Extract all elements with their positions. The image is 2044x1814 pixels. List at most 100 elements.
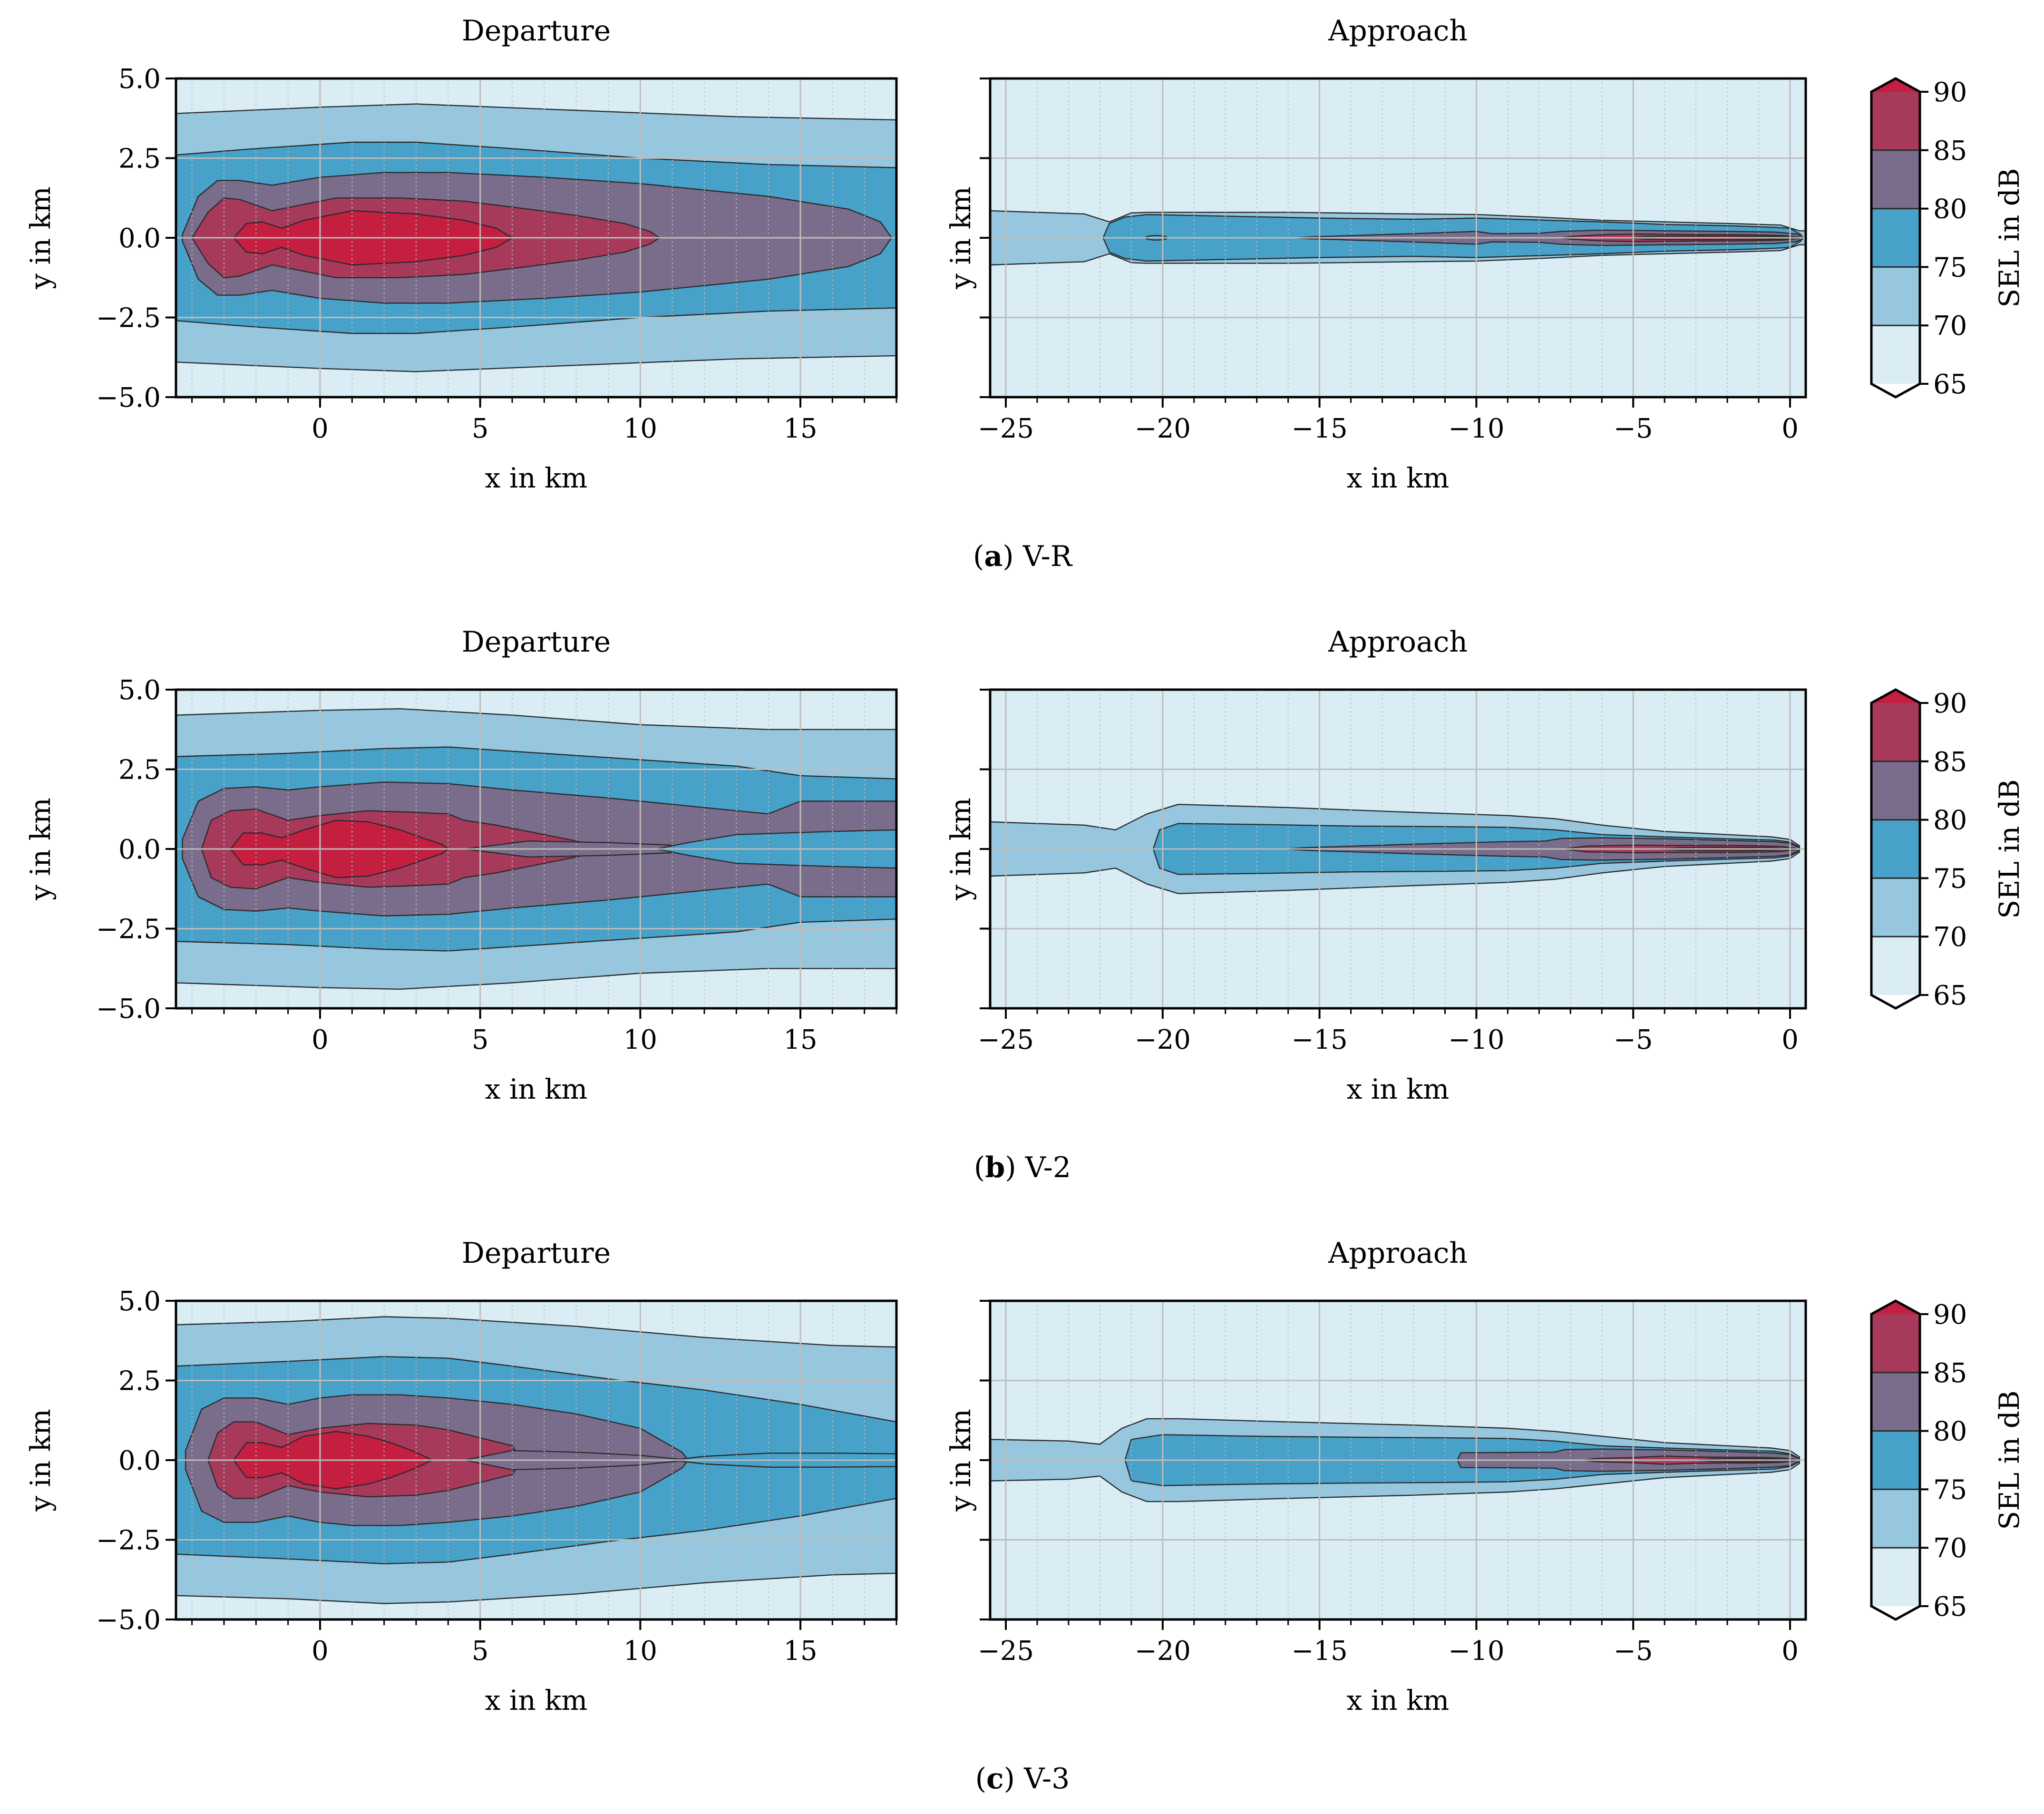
y-tick-label: 5.0 (118, 675, 161, 706)
subplot-b-departure-panel: 0 5 10 15 5.0 2.5 0.0 −2.5 −5.0 Departure x in km y… (24, 625, 898, 1105)
y-axis-label: y in km (24, 1409, 57, 1512)
caption-letter: b (985, 1151, 1005, 1184)
caption-label: V-2 (1016, 1151, 1071, 1184)
x-tick-label: 0 (311, 1024, 329, 1055)
colorbar-segment-80 (1871, 150, 1920, 209)
colorbar-segment-65 (1871, 325, 1920, 384)
x-tick-label: 5 (472, 1636, 489, 1667)
x-tick-label: −15 (1292, 1024, 1348, 1055)
colorbar-tick-label: 65 (1933, 369, 1967, 400)
colorbar-tick-label: 75 (1933, 252, 1967, 283)
colorbar-tick-label: 90 (1933, 688, 1967, 719)
colorbar-tick-label: 70 (1933, 311, 1967, 341)
y-tick-label: 0.0 (118, 223, 161, 254)
colorbar-tick-label: 70 (1933, 1533, 1967, 1564)
subplot-caption: (b) V-2 (974, 1151, 1071, 1184)
y-tick-label: −2.5 (96, 914, 161, 945)
caption-letter: c (986, 1762, 1004, 1795)
y-tick-label: 0.0 (118, 834, 161, 865)
colorbar-segment-85 (1871, 703, 1920, 761)
x-tick-label: 5 (472, 1024, 489, 1055)
x-tick-label: −25 (978, 413, 1034, 444)
colorbar-segment-70 (1871, 1489, 1920, 1548)
x-tick-label: −10 (1448, 1024, 1504, 1055)
x-axis-label: x in km (1347, 1073, 1450, 1105)
colorbar-tick-label: 75 (1933, 863, 1967, 894)
y-tick-label: 2.5 (118, 755, 161, 786)
x-tick-label: 5 (472, 413, 489, 444)
y-tick-label: 0.0 (118, 1445, 161, 1476)
x-tick-label: 15 (783, 1636, 817, 1667)
subplot-c-departure-panel: 0 5 10 15 5.0 2.5 0.0 −2.5 −5.0 Departure x in km y… (24, 1237, 898, 1716)
x-tick-label: −5 (1614, 1636, 1653, 1667)
y-tick-label: −5.0 (96, 994, 161, 1024)
y-axis-label: y in km (944, 186, 977, 290)
x-tick-label: 0 (1781, 1024, 1799, 1055)
y-tick-label: 5.0 (118, 64, 161, 95)
colorbar-tick-label: 80 (1933, 194, 1967, 225)
colorbar-tick-label: 75 (1933, 1474, 1967, 1505)
x-axis-label: x in km (1347, 1684, 1450, 1716)
colorbar-tick-label: 85 (1933, 1358, 1967, 1389)
y-axis-label: y in km (24, 186, 57, 290)
colorbar-extend-min (1871, 1606, 1920, 1619)
panel-title: Approach (1328, 14, 1468, 48)
y-axis-label: y in km (944, 798, 977, 901)
colorbar-segment-80 (1871, 761, 1920, 820)
colorbar-label: SEL in dB (1993, 779, 2025, 918)
panel-title: Departure (462, 625, 611, 659)
y-tick-label: 2.5 (118, 1366, 161, 1397)
colorbar-tick-label: 85 (1933, 747, 1967, 778)
colorbar-tick-label: 80 (1933, 805, 1967, 836)
subplot-b-approach-panel: −25 −20 −15 −10 −5 0 Approach x in km y in km (944, 625, 1807, 1105)
x-tick-label: −5 (1614, 413, 1653, 444)
x-tick-label: 10 (623, 413, 657, 444)
colorbar-segment-85 (1871, 92, 1920, 150)
colorbar-label: SEL in dB (1993, 1390, 2025, 1530)
x-axis-label: x in km (485, 462, 588, 494)
colorbar-extend-max (1871, 1301, 1920, 1314)
colorbar-segment-75 (1871, 819, 1920, 878)
y-tick-label: 5.0 (118, 1286, 161, 1317)
subplot-c-approach-panel: −25 −20 −15 −10 −5 0 Approach x in km y in km (944, 1237, 1807, 1716)
x-tick-label: 15 (783, 1024, 817, 1055)
y-tick-label: 2.5 (118, 144, 161, 175)
x-tick-label: −10 (1448, 413, 1504, 444)
x-axis-label: x in km (485, 1684, 588, 1716)
colorbar-extend-max (1871, 78, 1920, 92)
subplot-a-approach-panel: −25 −20 −15 −10 −5 0 Approach x in km y in km (944, 14, 1807, 494)
x-tick-label: −20 (1135, 413, 1191, 444)
x-tick-label: −25 (978, 1024, 1034, 1055)
y-axis-label: y in km (24, 798, 57, 901)
x-tick-label: 10 (623, 1636, 657, 1667)
y-tick-label: −5.0 (96, 382, 161, 413)
colorbar-segment-65 (1871, 1548, 1920, 1606)
x-tick-label: 0 (1781, 1636, 1799, 1667)
colorbar-segment-75 (1871, 208, 1920, 267)
caption-label: V-3 (1015, 1762, 1070, 1795)
x-tick-label: 0 (311, 1636, 329, 1667)
colorbar-tick-label: 65 (1933, 980, 1967, 1011)
caption-label: V-R (1014, 540, 1073, 573)
x-axis-label: x in km (485, 1073, 588, 1105)
colorbar-b: 65 70 75 80 85 90 SEL in dB (1870, 688, 2025, 1011)
subplot-a-departure-panel: 0 5 10 15 5.0 2.5 0.0 −2.5 −5.0 Departure x in km y… (24, 14, 898, 494)
x-tick-label: −15 (1292, 1636, 1348, 1667)
colorbar-tick-label: 85 (1933, 136, 1967, 166)
colorbar-c: 65 70 75 80 85 90 SEL in dB (1870, 1299, 2025, 1622)
colorbar-extend-max (1871, 690, 1920, 703)
x-tick-label: −15 (1292, 413, 1348, 444)
x-axis-label: x in km (1347, 462, 1450, 494)
panel-title: Departure (462, 1237, 611, 1270)
x-tick-label: −5 (1614, 1024, 1653, 1055)
y-axis-label: y in km (944, 1409, 977, 1512)
colorbar-tick-label: 80 (1933, 1416, 1967, 1447)
x-tick-label: −20 (1135, 1636, 1191, 1667)
colorbar-tick-label: 70 (1933, 922, 1967, 953)
colorbar-segment-70 (1871, 267, 1920, 326)
x-tick-label: 15 (783, 413, 817, 444)
x-tick-label: 0 (1781, 413, 1799, 444)
x-tick-label: −20 (1135, 1024, 1191, 1055)
subplot-caption: (c) V-3 (975, 1762, 1070, 1795)
